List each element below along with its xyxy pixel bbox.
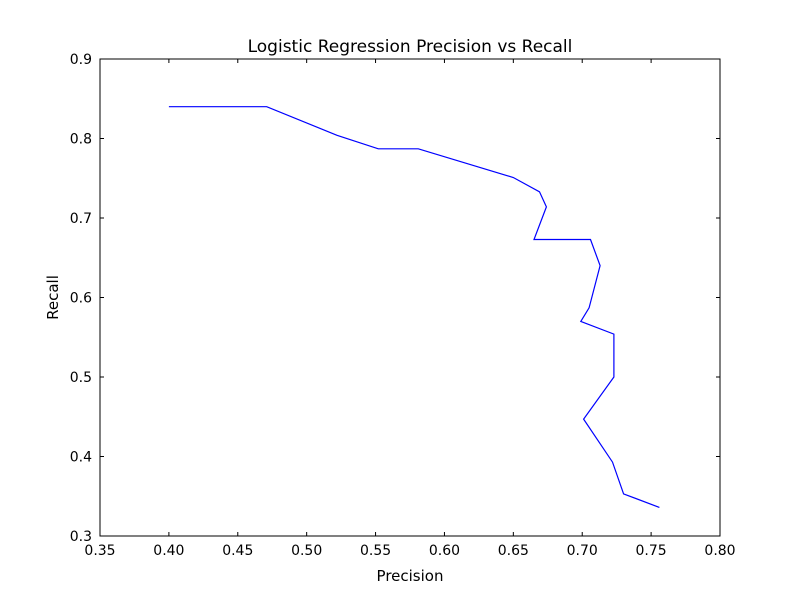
x-tick-label: 0.55 — [360, 543, 391, 559]
x-tick-label: 0.40 — [153, 543, 184, 559]
x-tick-label: 0.60 — [429, 543, 460, 559]
y-tick-label: 0.6 — [70, 291, 92, 307]
y-axis-label: Recall — [44, 275, 62, 320]
ticks-layer: 0.35 0.40 0.45 0.50 0.55 0.60 0.65 0.70 0.75 0.80… — [70, 52, 736, 559]
series-layer — [168, 106, 660, 508]
x-tick-label: 0.75 — [636, 543, 667, 559]
y-tick-label: 0.5 — [70, 370, 92, 386]
plot-frame — [99, 58, 721, 537]
y-tick-label: 0.3 — [70, 529, 92, 545]
x-tick-label: 0.50 — [291, 543, 322, 559]
y-tick-label: 0.7 — [70, 211, 92, 227]
y-tick-label: 0.9 — [70, 52, 92, 68]
x-tick-label: 0.80 — [704, 543, 735, 559]
series-line — [168, 106, 660, 508]
x-tick-label: 0.45 — [222, 543, 253, 559]
y-tick-label: 0.4 — [70, 450, 92, 466]
y-tick-label: 0.8 — [70, 132, 92, 148]
chart-title: Logistic Regression Precision vs Recall — [248, 37, 573, 57]
x-tick-label: 0.35 — [84, 543, 115, 559]
x-axis-label: Precision — [377, 567, 444, 585]
x-tick-label: 0.70 — [567, 543, 598, 559]
x-tick-label: 0.65 — [498, 543, 529, 559]
